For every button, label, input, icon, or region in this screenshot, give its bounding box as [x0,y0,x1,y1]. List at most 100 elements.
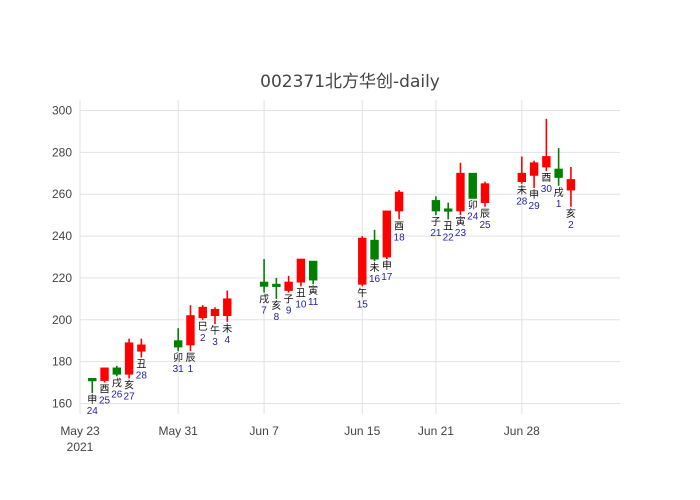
candle-branch-label: 未 [517,185,527,197]
candle-day-label: 18 [394,232,406,243]
candle-day-label: 24 [467,211,479,222]
y-tick-label: 240 [52,229,72,243]
candle-down [272,277,281,299]
candle-body [272,283,281,288]
candle-up [566,166,576,207]
x-tick-label: May 31 [159,424,199,438]
candle-body [554,168,563,178]
candle-branch-label: 寅 [455,215,465,228]
candle-up [137,338,146,358]
candle-day-label: 10 [295,299,307,310]
candle-day-label: 29 [529,201,541,212]
candle-body [137,344,146,352]
x-tick-label: Jun 15 [344,424,380,438]
candle-body [198,306,207,319]
candle-body [186,315,195,346]
candle-up [394,190,404,220]
candle-down [468,172,477,199]
x-tick-label: Jun 28 [504,424,540,438]
candle-day-label: 24 [87,406,99,417]
candle-body [382,210,392,258]
candle-day-label: 22 [443,232,455,243]
y-tick-label: 160 [52,397,72,411]
candle-branch-label: 未 [370,262,380,274]
candles [88,118,576,394]
candle-body [296,258,306,283]
candle-body [284,281,293,291]
gridlines [79,100,620,414]
candle-up [210,307,220,324]
candle-up [542,118,551,172]
candle-branch-label: 酉 [394,221,404,232]
candle-up [529,160,539,188]
candle-branch-label: 午 [210,324,220,337]
candle-day-label: 28 [136,370,148,381]
candle-down [443,202,453,220]
candle-day-label: 9 [286,306,292,317]
candle-up [223,290,232,322]
candle-body [468,172,477,199]
candle-body [431,200,441,212]
candle-day-label: 21 [430,228,442,239]
candle-body [443,208,453,212]
candle-day-label: 1 [556,199,562,210]
candle-up [456,162,465,216]
candle-up [296,258,306,287]
candle-branch-label: 卯 [173,352,183,364]
candle-day-label: 25 [99,396,111,407]
y-tick-label: 260 [52,187,72,201]
candle-branch-label: 戌 [112,376,122,389]
y-tick-label: 180 [52,355,72,369]
candle-day-label: 31 [173,364,185,375]
candle-branch-label: 午 [357,286,367,299]
candle-branch-label: 申 [382,259,392,272]
candle-branch-label: 酉 [100,385,110,396]
y-tick-label: 220 [52,271,72,285]
candle-down [88,378,97,394]
candle-day-label: 2 [568,220,574,231]
x-tick-label: Jun 7 [249,424,279,438]
candle-branch-label: 丑 [443,221,453,232]
candle-down [308,260,318,285]
candle-branch-label: 戌 [259,293,269,306]
candle-day-label: 7 [261,306,267,317]
candle-branch-label: 巳 [198,321,208,333]
candle-branch-label: 寅 [308,284,318,297]
candle-branch-label: 丑 [296,288,306,299]
x-tick-label: Jun 21 [418,424,454,438]
candle-branch-label: 申 [87,393,97,406]
candle-up [186,305,195,352]
candle-body [456,172,465,212]
candle-branch-label: 亥 [271,299,281,312]
candle-down [259,259,269,293]
candle-body [542,156,551,168]
candle-up [198,305,207,320]
candle-day-label: 11 [308,297,319,308]
candle-body [173,340,183,348]
candle-branch-label: 卯 [468,199,478,211]
x-tick-sublabel: 2021 [67,440,94,454]
candle-body [210,308,220,317]
candle-body [308,260,318,281]
candle-down [370,229,379,262]
candle-down [112,365,122,377]
candle-day-label: 1 [188,364,194,375]
candle-body [566,179,576,191]
candle-day-label: 30 [541,184,553,195]
candle-branch-label: 亥 [124,378,134,391]
candle-body [100,367,109,381]
candle-branch-label: 戌 [554,186,564,199]
candle-body [358,237,367,285]
candle-body [517,172,527,183]
candle-day-label: 4 [224,335,230,346]
candle-body [370,239,379,260]
y-tick-label: 300 [52,103,72,117]
y-tick-label: 200 [52,313,72,327]
candle-down [173,328,183,352]
candle-branch-label: 亥 [566,207,576,220]
candle-day-label: 23 [455,228,467,239]
candle-up [284,275,293,293]
candle-body [124,342,134,375]
